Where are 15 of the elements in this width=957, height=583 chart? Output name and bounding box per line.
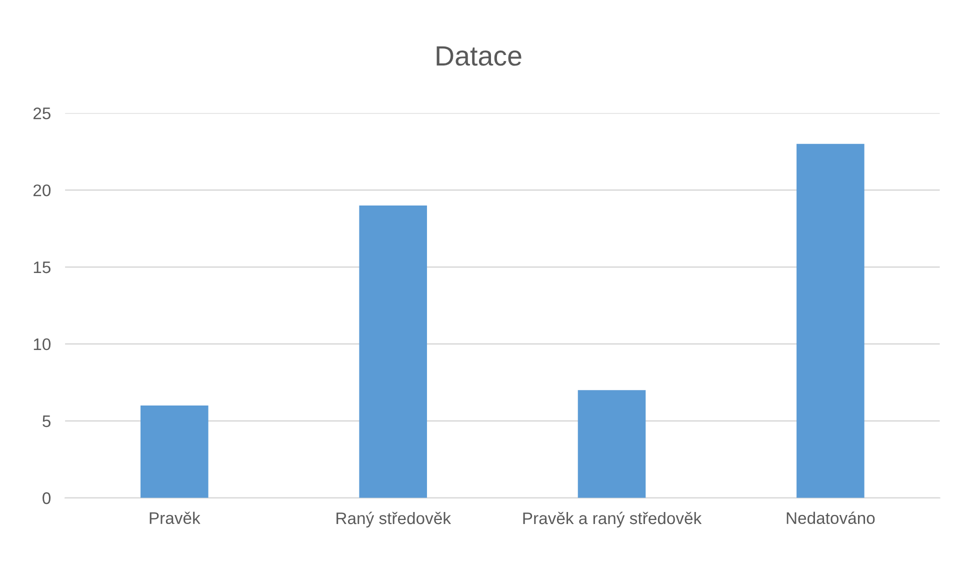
bar (359, 205, 427, 498)
x-tick-label: Nedatováno (786, 512, 875, 524)
y-tick-label: 25 (33, 108, 50, 120)
x-tick-label: Raný středověk (336, 512, 452, 528)
bar (796, 144, 864, 498)
y-tick-label: 10 (34, 338, 51, 350)
x-tick-label: Pravěk (150, 512, 200, 524)
y-tick-label: 0 (42, 492, 51, 504)
y-tick-label: 20 (33, 184, 51, 196)
bar (140, 406, 208, 498)
bar (578, 390, 646, 498)
x-tick-label: Pravěk a raný středověk (523, 512, 702, 528)
y-tick-label: 15 (34, 262, 50, 274)
chart-title: Datace (436, 46, 522, 66)
y-tick-label: 5 (42, 416, 50, 428)
